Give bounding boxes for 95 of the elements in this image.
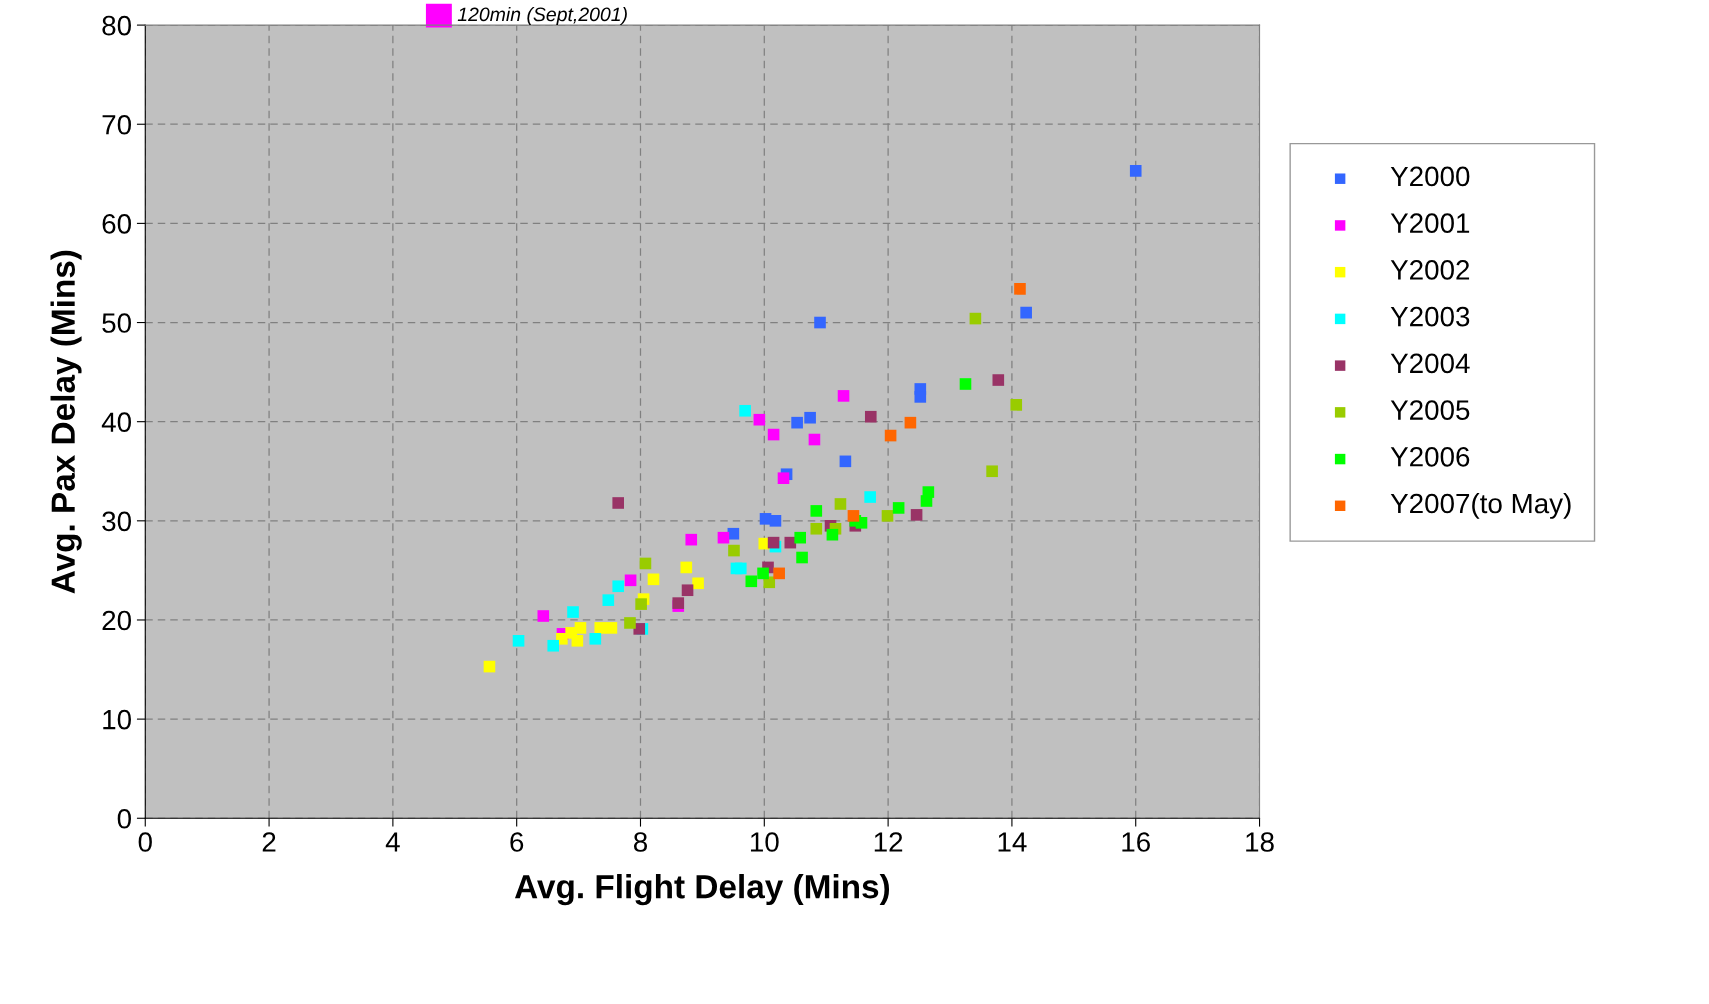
point xyxy=(1014,283,1026,295)
point xyxy=(847,510,860,522)
point xyxy=(834,498,847,510)
point xyxy=(589,633,602,645)
point xyxy=(483,660,496,673)
point xyxy=(1010,399,1023,411)
point xyxy=(594,622,607,634)
y-tick-label: 60 xyxy=(102,214,131,234)
y-tick-label: 30 xyxy=(102,511,131,532)
x-tick-label: 6 xyxy=(510,832,524,852)
point xyxy=(624,574,637,587)
legend-label: Y2004 xyxy=(1390,353,1470,374)
point xyxy=(602,594,615,606)
legend-label: Y2002 xyxy=(1390,260,1470,280)
legend-label: Y2007(to May) xyxy=(1390,492,1571,519)
point xyxy=(837,390,850,402)
point xyxy=(769,515,782,527)
point xyxy=(777,472,790,484)
legend-label: Y2003 xyxy=(1390,306,1470,327)
point xyxy=(808,433,821,446)
point xyxy=(635,598,647,610)
point xyxy=(810,522,823,535)
point xyxy=(685,533,698,546)
x-tick-label: 4 xyxy=(385,832,400,852)
point xyxy=(728,544,740,557)
point xyxy=(864,491,876,503)
point xyxy=(910,509,923,521)
point xyxy=(605,622,618,634)
point xyxy=(624,617,636,629)
y-axis-title: Avg. Pax Delay (Mins) xyxy=(50,250,82,594)
point xyxy=(796,551,808,564)
point xyxy=(692,577,704,590)
point xyxy=(745,575,758,588)
point xyxy=(922,486,935,498)
point xyxy=(639,557,652,570)
y-tick-label: 40 xyxy=(101,412,131,433)
legend-label: Y2005 xyxy=(1390,400,1470,420)
point xyxy=(647,573,660,586)
point xyxy=(884,429,897,442)
x-tick-label: 2 xyxy=(262,832,276,852)
point xyxy=(767,536,780,549)
point xyxy=(574,622,587,634)
point xyxy=(547,639,560,652)
point xyxy=(739,404,751,417)
x-tick-label: 8 xyxy=(633,832,648,852)
point xyxy=(904,416,917,429)
point xyxy=(567,606,579,618)
x-tick-label: 14 xyxy=(998,832,1027,852)
point xyxy=(767,428,780,441)
point xyxy=(814,316,826,329)
point xyxy=(791,416,803,429)
y-tick-label: 20 xyxy=(102,610,131,631)
point xyxy=(992,374,1005,386)
point xyxy=(773,567,785,580)
point xyxy=(794,531,807,544)
point xyxy=(804,411,816,424)
point xyxy=(537,610,550,622)
legend-label: Y2001 xyxy=(1390,213,1470,233)
point xyxy=(986,465,998,478)
point xyxy=(1129,165,1142,177)
annotation: 120min (Sept,2001) xyxy=(457,6,627,26)
x-tick-label: 10 xyxy=(750,832,779,852)
point xyxy=(1020,306,1032,319)
point xyxy=(759,513,772,525)
point xyxy=(969,312,982,325)
x-tick-label: 12 xyxy=(874,832,903,852)
x-tick-label: 0 xyxy=(138,832,152,852)
point xyxy=(612,580,625,593)
point xyxy=(881,510,894,522)
point xyxy=(914,391,927,403)
point xyxy=(810,505,823,517)
point xyxy=(959,378,972,390)
point xyxy=(717,531,730,544)
y-tick-label: 10 xyxy=(103,709,131,730)
point xyxy=(892,502,905,514)
x-tick-label: 16 xyxy=(1122,832,1150,852)
x-axis-title: Avg. Flight Delay (Mins) xyxy=(514,874,890,906)
y-tick-label: 70 xyxy=(102,114,131,135)
point xyxy=(757,567,769,580)
x-tick-label: 18 xyxy=(1246,832,1274,852)
point xyxy=(864,410,877,423)
y-tick-label: 0 xyxy=(117,808,131,829)
point xyxy=(826,528,839,541)
point xyxy=(734,562,747,575)
legend-label: Y2006 xyxy=(1390,446,1470,467)
y-tick-label: 80 xyxy=(102,15,131,36)
point xyxy=(680,561,693,574)
legend-label: Y2000 xyxy=(1390,166,1470,187)
y-tick-label: 50 xyxy=(102,313,131,333)
point xyxy=(681,584,694,597)
point xyxy=(839,455,852,468)
point xyxy=(612,497,625,509)
point xyxy=(571,634,584,647)
point xyxy=(753,413,766,426)
point xyxy=(512,634,525,647)
